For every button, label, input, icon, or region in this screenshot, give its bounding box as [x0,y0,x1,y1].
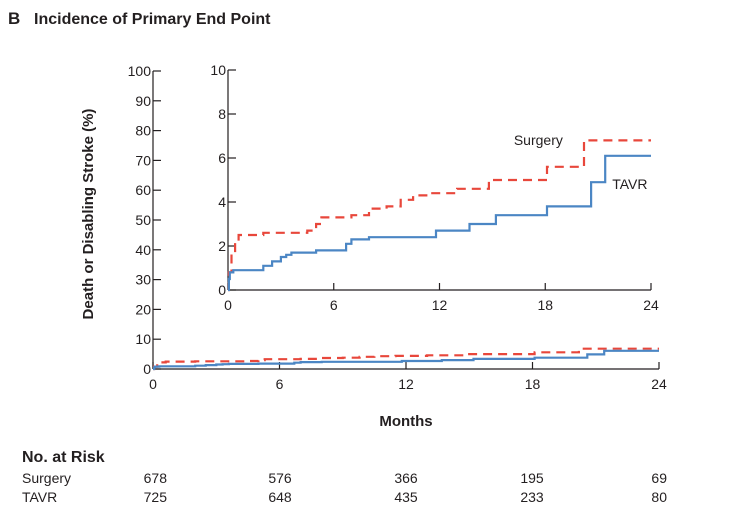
inset-x-tick-label: 6 [330,297,338,313]
risk-table: No. at Risk Surgery 678 576 366 195 69 TAVR 725… [22,449,667,505]
inset-y-tick-label: 0 [218,282,226,298]
inset-x-tick-label: 0 [224,297,232,313]
inset-x-tick-label: 12 [432,297,448,313]
main-y-tick-label: 40 [135,242,151,258]
risk-value: 195 [520,470,544,486]
risk-table-heading: No. at Risk [22,449,105,466]
main-series-tavr [153,349,659,371]
main-x-tick-label: 24 [651,376,667,392]
inset-y-tick-label: 10 [210,62,226,78]
main-y-tick-label: 10 [135,331,151,347]
inset-y-tick-label: 4 [218,194,226,210]
risk-row-label: TAVR [22,489,57,505]
inset-series-tavr [227,154,651,292]
risk-value: 678 [144,470,168,486]
inset-y-tick-label: 6 [218,150,226,166]
inset-y-tick-label: 8 [218,106,226,122]
panel-title: Incidence of Primary End Point [34,11,271,28]
inset-series-surgery [227,139,651,292]
inset-x-tick-label: 24 [643,297,659,313]
series-label-surgery: Surgery [514,132,563,148]
inset-x-tick-label: 18 [537,297,553,313]
main-y-tick-label: 100 [128,63,152,79]
risk-value: 576 [268,470,292,486]
main-y-tick-label: 30 [135,272,151,288]
y-axis-title: Death or Disabling Stroke (%) [80,109,97,320]
main-y-tick-label: 80 [135,123,151,139]
main-y-tick-label: 70 [135,152,151,168]
main-x-tick-label: 18 [525,376,541,392]
inset-y-tick-label: 2 [218,238,226,254]
series-label-tavr: TAVR [612,176,647,192]
x-axis-title: Months [379,413,432,430]
main-series-surgery [153,347,659,371]
main-x-tick-label: 0 [149,376,157,392]
risk-value: 80 [651,489,667,505]
risk-value: 725 [144,489,168,505]
risk-value: 233 [520,489,544,505]
main-y-tick-label: 90 [135,93,151,109]
main-y-tick-label: 50 [135,212,151,228]
main-y-tick-label: 0 [143,361,151,377]
risk-value: 435 [394,489,418,505]
risk-row-label: Surgery [22,470,71,486]
main-y-tick-label: 20 [135,301,151,317]
risk-value: 648 [268,489,292,505]
panel-letter: B [8,9,20,28]
risk-value: 69 [651,470,667,486]
risk-value: 366 [394,470,418,486]
main-x-tick-label: 12 [398,376,414,392]
main-y-tick-label: 60 [135,182,151,198]
main-x-tick-label: 6 [276,376,284,392]
